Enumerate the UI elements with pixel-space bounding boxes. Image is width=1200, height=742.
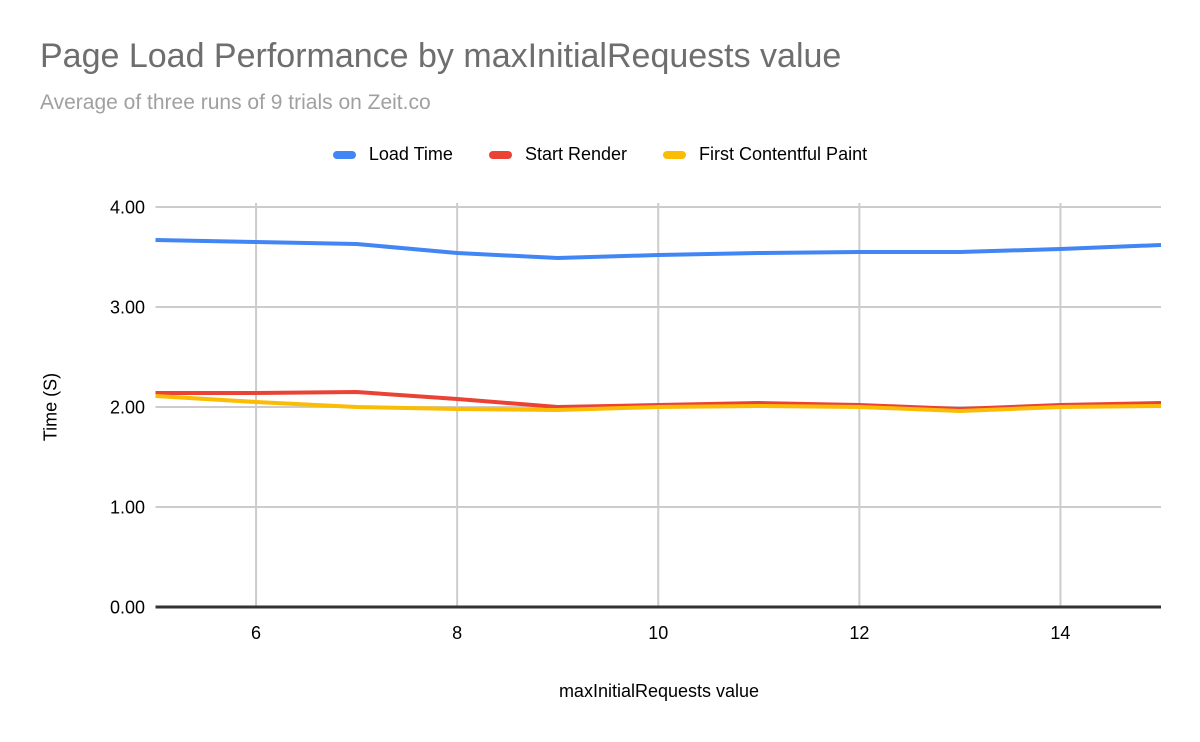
- legend-item-first-contentful-paint: First Contentful Paint: [663, 144, 867, 165]
- y-tick-label: 1.00: [110, 498, 145, 518]
- legend-item-start-render: Start Render: [488, 144, 628, 165]
- x-tick-label: 6: [251, 623, 261, 643]
- series-line-load-time: [155, 238, 1162, 260]
- chart-title: Page Load Performance by maxInitialReque…: [40, 37, 842, 75]
- legend-item-load-time: Load Time: [332, 144, 453, 165]
- y-tick-label: 4.00: [110, 198, 145, 218]
- series-line-first-contentful-paint: [155, 394, 1162, 413]
- x-tick-label: 10: [648, 623, 668, 643]
- legend-label: First Contentful Paint: [699, 144, 868, 164]
- legend-swatch: [332, 150, 356, 159]
- legend-swatch: [488, 150, 512, 159]
- chart-subtitle: Average of three runs of 9 trials on Zei…: [40, 91, 431, 114]
- legend-label: Start Render: [524, 144, 628, 164]
- x-tick-label: 12: [849, 623, 869, 643]
- x-tick-label: 8: [452, 623, 462, 643]
- y-tick-label: 2.00: [110, 398, 145, 418]
- legend-swatch: [663, 150, 687, 159]
- y-tick-label: 3.00: [110, 298, 145, 318]
- y-axis-title: Time (S): [40, 372, 61, 442]
- legend-label: Load Time: [368, 144, 453, 164]
- x-axis-title: maxInitialRequests value: [558, 681, 760, 701]
- y-tick-label: 0.00: [110, 598, 145, 618]
- x-tick-label: 14: [1050, 623, 1070, 643]
- legend: Load Time Start Render First Contentful Pa…: [0, 144, 1200, 165]
